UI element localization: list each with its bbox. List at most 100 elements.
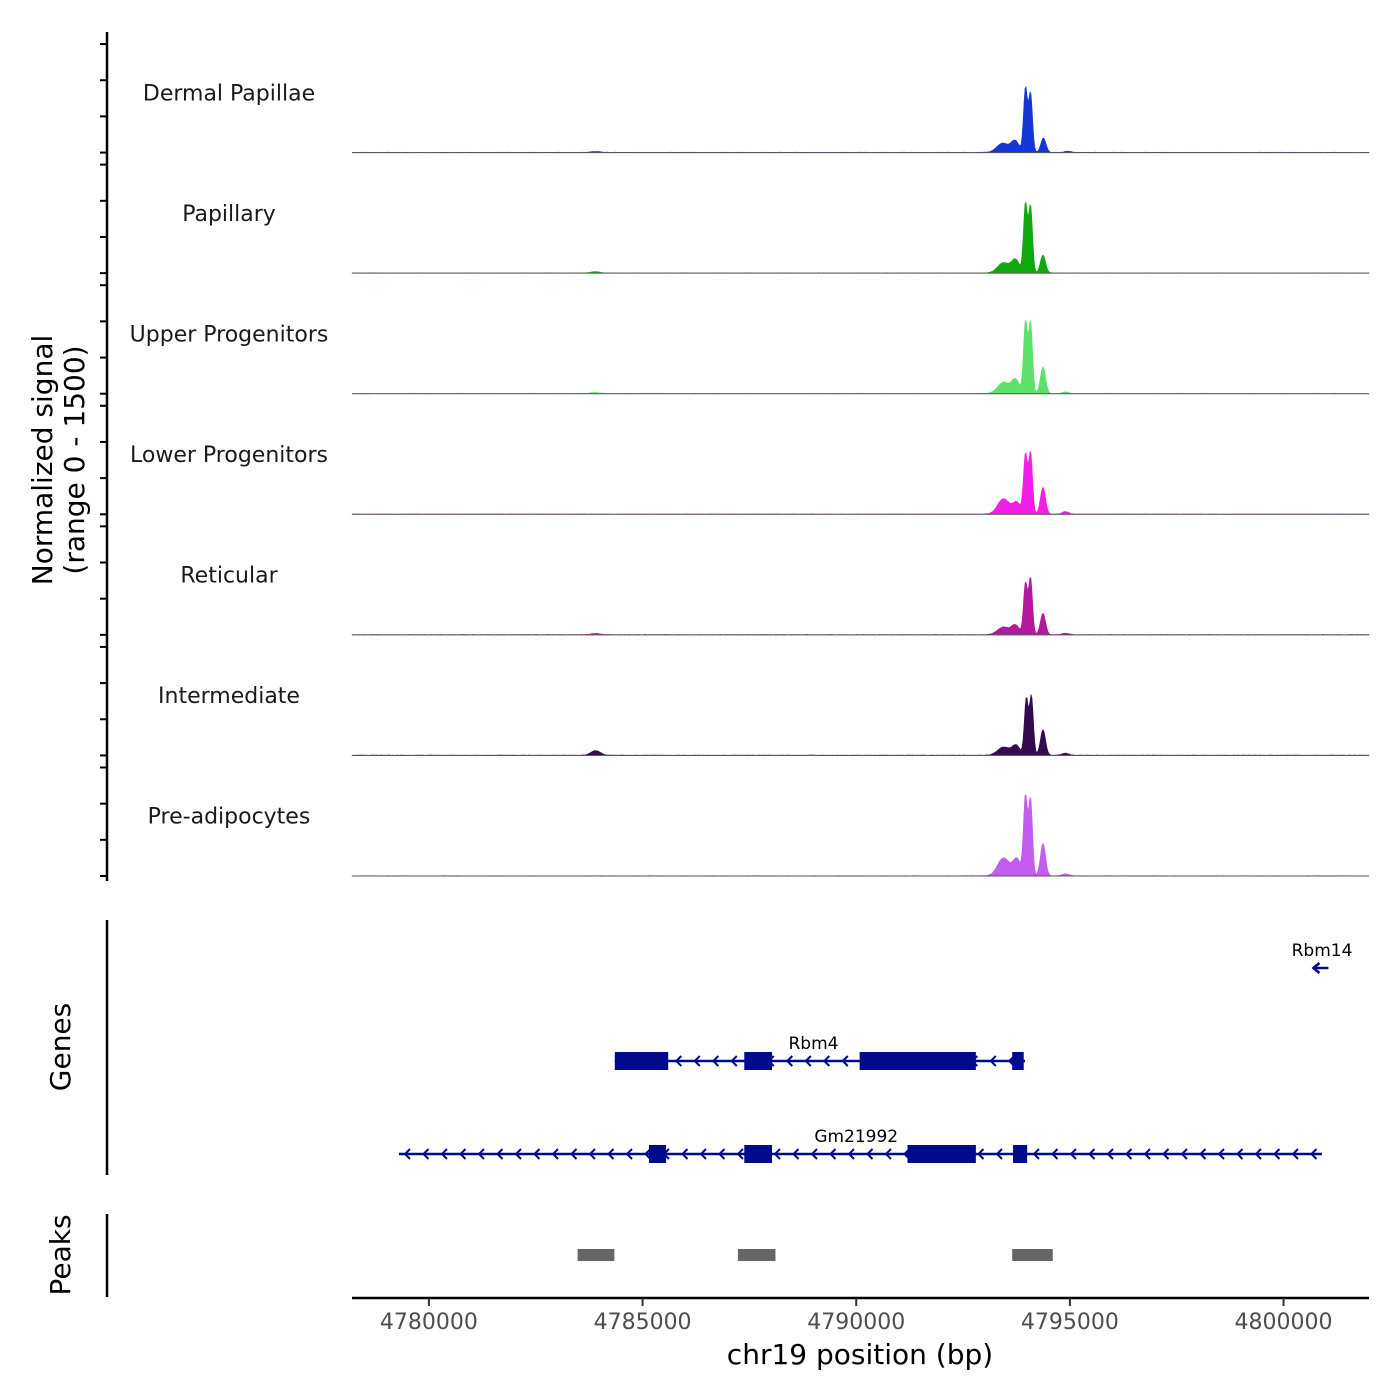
x-tick-label: 4780000 <box>380 1310 478 1335</box>
strand-arrow <box>995 1148 1003 1160</box>
coverage-y-label-line1: Normalized signal <box>26 335 59 586</box>
exon-block <box>957 1145 976 1163</box>
signal-area-papillary <box>351 201 1370 274</box>
strand-arrow <box>1088 1148 1096 1160</box>
signal-area-dermal-papillae <box>351 85 1370 153</box>
x-tick-label: 4795000 <box>1021 1310 1119 1335</box>
track-label: Lower Progenitors <box>130 443 328 468</box>
strand-arrow <box>459 1148 467 1160</box>
strand-arrow <box>1069 1148 1077 1160</box>
track-reticular: Reticular <box>180 564 1370 636</box>
coverage-tracks: Dermal Papillae Papillary Upper Progenitor… <box>130 81 1370 877</box>
strand-arrow <box>810 1148 818 1160</box>
exon-block <box>907 1145 959 1163</box>
genes-panel: Genes Rbm14 Rbm4 Gm21992 <box>44 920 1352 1175</box>
strand-arrow <box>1162 1148 1170 1160</box>
signal-area-reticular <box>351 576 1370 636</box>
strand-arrow <box>1106 1148 1114 1160</box>
signal-area-upper-progenitors <box>351 319 1370 395</box>
signal-area-lower-progenitors <box>351 450 1370 515</box>
gene-label: Gm21992 <box>814 1127 898 1147</box>
strand-arrow <box>1143 1148 1151 1160</box>
exon-block <box>859 1052 959 1070</box>
strand-arrow <box>718 1148 726 1160</box>
genes-y-label: Genes <box>44 1003 77 1091</box>
strand-arrow <box>822 1055 831 1067</box>
strand-arrow <box>514 1148 522 1160</box>
track-lower-progenitors: Lower Progenitors <box>130 443 1370 515</box>
strand-arrow <box>674 1055 683 1067</box>
strand-arrow <box>607 1148 615 1160</box>
strand-arrow <box>829 1148 837 1160</box>
track-upper-progenitors: Upper Progenitors <box>130 319 1370 395</box>
strand-arrow <box>841 1055 849 1067</box>
peaks-panel: Peaks <box>44 1214 1053 1297</box>
track-label: Upper Progenitors <box>130 322 329 347</box>
strand-arrow <box>533 1148 541 1160</box>
strand-arrow <box>693 1055 701 1067</box>
strand-arrow <box>440 1148 448 1160</box>
track-label: Papillary <box>182 202 276 227</box>
strand-arrow <box>1311 962 1321 974</box>
strand-arrow <box>730 1055 738 1067</box>
strand-arrow <box>1032 1148 1040 1160</box>
strand-arrow <box>1180 1148 1188 1160</box>
strand-arrow <box>1199 1148 1207 1160</box>
track-label: Pre-adipocytes <box>148 805 311 830</box>
coverage-y-ticks <box>100 43 107 877</box>
strand-arrow <box>847 1148 855 1160</box>
exon-block <box>614 1052 669 1070</box>
exon-block <box>957 1052 976 1070</box>
strand-arrow <box>1217 1148 1225 1160</box>
strand-arrow <box>773 1148 781 1160</box>
strand-arrow <box>496 1148 504 1160</box>
strand-arrow <box>785 1055 794 1067</box>
strand-arrow <box>1125 1148 1133 1160</box>
x-axis-ticks: 4780000 4785000 4790000 4795000 4800000 <box>380 1298 1333 1335</box>
coverage-y-label-line2: (range 0 - 1500) <box>58 345 91 574</box>
x-axis-title: chr19 position (bp) <box>727 1338 993 1371</box>
strand-arrow <box>1310 1148 1318 1160</box>
exon-block <box>648 1145 667 1163</box>
strand-arrow <box>792 1148 800 1160</box>
strand-arrow <box>1273 1148 1281 1160</box>
strand-arrow <box>884 1148 892 1160</box>
exon-block <box>1013 1145 1028 1163</box>
peak-region <box>1012 1249 1053 1261</box>
strand-arrow <box>422 1148 430 1160</box>
exon-block <box>744 1145 773 1163</box>
gene-label: Rbm4 <box>789 1034 839 1054</box>
track-papillary: Papillary <box>182 201 1370 274</box>
strand-arrow <box>699 1148 707 1160</box>
exon-block <box>1012 1052 1024 1070</box>
strand-arrow <box>804 1055 812 1067</box>
x-tick-label: 4785000 <box>594 1310 692 1335</box>
x-tick-label: 4790000 <box>807 1310 905 1335</box>
track-label: Reticular <box>180 564 278 589</box>
x-axis: 4780000 4785000 4790000 4795000 4800000 chr1… <box>352 1296 1369 1371</box>
strand-arrow <box>977 1148 985 1160</box>
strand-arrow <box>570 1148 578 1160</box>
strand-arrow <box>625 1148 633 1160</box>
strand-arrow <box>588 1148 596 1160</box>
track-intermediate: Intermediate <box>158 684 1370 756</box>
coverage-panel: Normalized signal (range 0 - 1500) Derma… <box>26 32 1370 881</box>
peak-regions <box>577 1249 1053 1261</box>
strand-arrow <box>403 1148 411 1160</box>
track-label: Intermediate <box>158 684 300 709</box>
strand-arrow <box>644 1148 652 1160</box>
strand-arrow <box>711 1055 720 1067</box>
strand-arrow <box>1236 1148 1244 1160</box>
signal-area-pre-adipocytes <box>351 794 1370 877</box>
signal-area-intermediate <box>351 694 1370 756</box>
strand-arrow <box>1051 1148 1059 1160</box>
peak-region <box>737 1249 776 1261</box>
exon-block <box>744 1052 773 1070</box>
gene-models: Rbm14 Rbm4 Gm21992 <box>399 941 1352 1163</box>
strand-arrow <box>736 1148 744 1160</box>
gene-label: Rbm14 <box>1292 941 1353 961</box>
gene-rbm4: Rbm4 <box>614 1034 1026 1070</box>
track-dermal-papillae: Dermal Papillae <box>143 81 1370 154</box>
strand-arrow <box>866 1148 874 1160</box>
